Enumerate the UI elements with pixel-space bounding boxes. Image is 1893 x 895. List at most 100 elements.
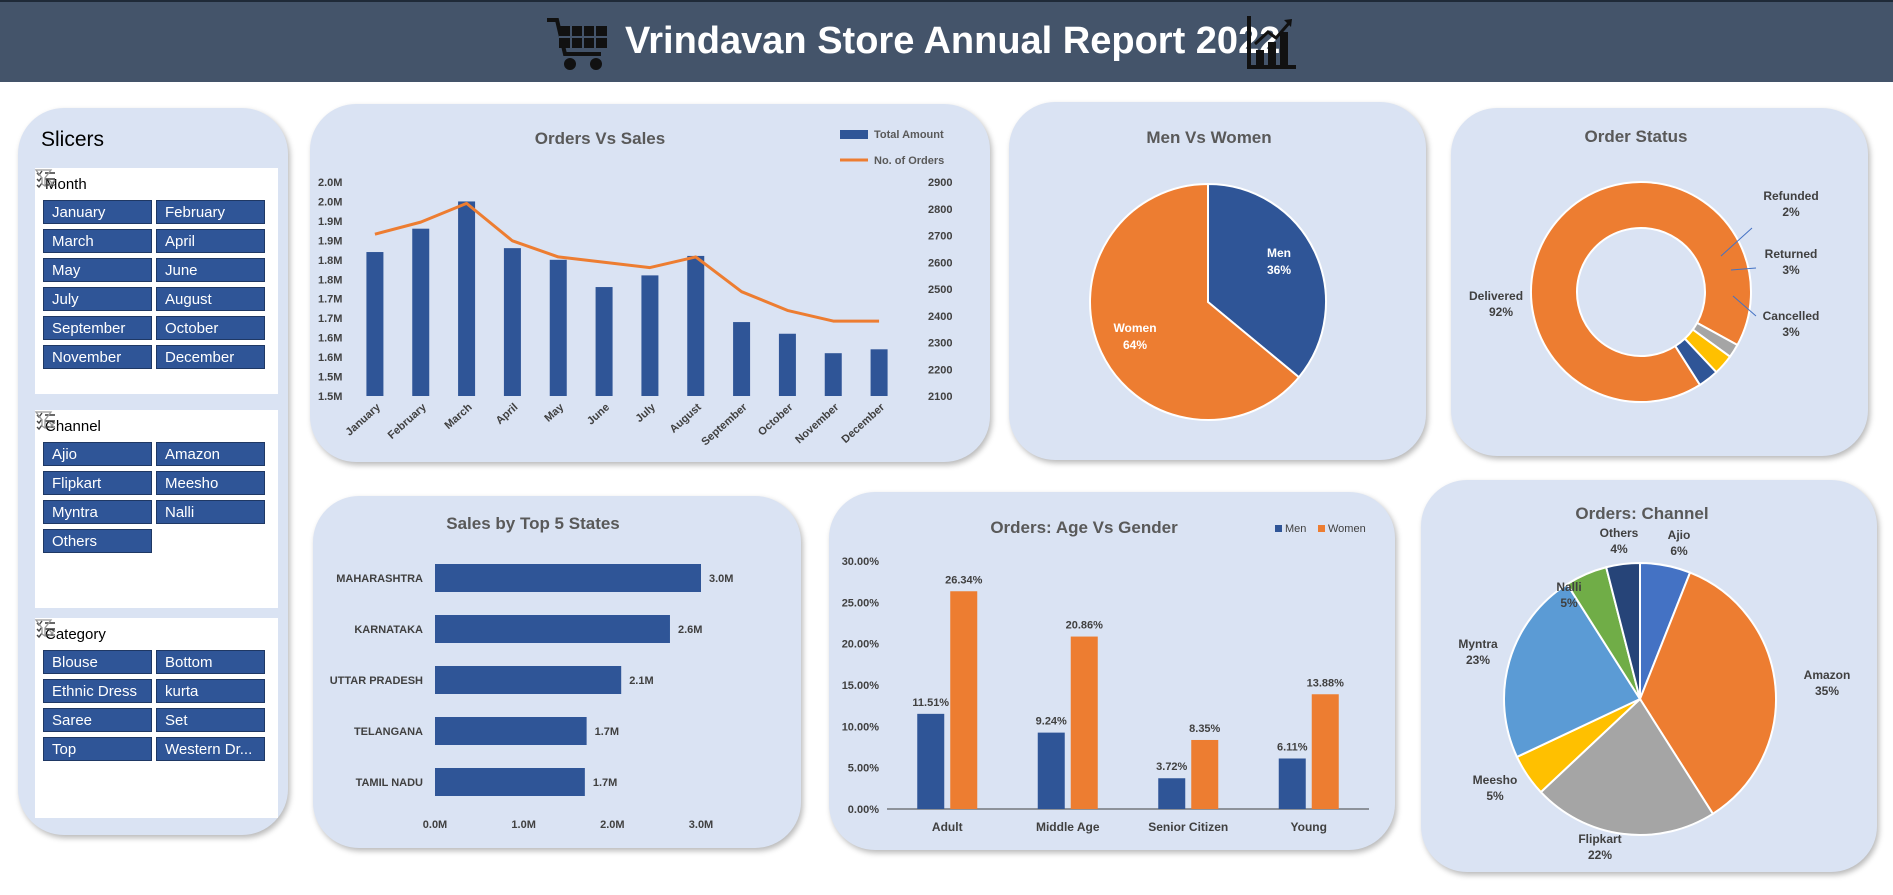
clear-filter-icon[interactable] bbox=[34, 168, 57, 188]
y-left-tick-label: 1.5M bbox=[318, 391, 342, 403]
slice-value-label: 3% bbox=[1782, 325, 1800, 339]
x-tick-label: September bbox=[699, 401, 750, 448]
slicer-item-april[interactable]: April bbox=[156, 229, 265, 253]
slicer-item-set[interactable]: Set bbox=[156, 708, 265, 732]
x-tick-label: May bbox=[542, 401, 567, 425]
bar-young-women bbox=[1311, 694, 1339, 809]
x-tick-label: June bbox=[585, 401, 612, 427]
x-tick-label: October bbox=[756, 401, 796, 439]
x-tick-label: November bbox=[793, 401, 842, 446]
x-tick-label: Adult bbox=[932, 820, 963, 834]
bar-october bbox=[778, 333, 796, 396]
chart-title: Orders: Channel bbox=[1575, 504, 1708, 523]
slice-cancelled bbox=[1673, 337, 1718, 387]
slicer-item-november[interactable]: November bbox=[43, 345, 152, 369]
slice-label: Men bbox=[1267, 246, 1291, 260]
slicer-item-may[interactable]: May bbox=[43, 258, 152, 282]
y-right-tick-label: 2300 bbox=[928, 338, 952, 350]
slicer-item-flipkart[interactable]: Flipkart bbox=[43, 471, 152, 495]
x-tick-label: January bbox=[344, 401, 384, 439]
slicer-item-october[interactable]: October bbox=[156, 316, 265, 340]
slicer-channel: Channel Ajio Amazon Flipkart Meesho Myntra Nal… bbox=[34, 410, 278, 608]
slicer-item-december[interactable]: December bbox=[156, 345, 265, 369]
slice-value-label: 22% bbox=[1588, 848, 1612, 862]
bar-adult-men bbox=[917, 713, 945, 809]
slice-value-label: 6% bbox=[1670, 544, 1688, 558]
legend-swatch bbox=[1318, 525, 1325, 532]
slicer-item-august[interactable]: August bbox=[156, 287, 265, 311]
bar-value-label: 8.35% bbox=[1189, 723, 1220, 735]
bar-value-label: 2.6M bbox=[678, 624, 702, 636]
slicer-item-september[interactable]: September bbox=[43, 316, 152, 340]
leader-line bbox=[1720, 227, 1753, 257]
y-tick-label: 0.00% bbox=[848, 804, 879, 816]
slicer-item-ethnic-dress[interactable]: Ethnic Dress bbox=[43, 679, 152, 703]
bar-january bbox=[366, 252, 384, 396]
y-right-tick-label: 2500 bbox=[928, 284, 952, 296]
slicer-title: Channel bbox=[45, 418, 101, 435]
slicer-item-nalli[interactable]: Nalli bbox=[156, 500, 265, 524]
bar-march bbox=[458, 201, 476, 396]
slicer-item-meesho[interactable]: Meesho bbox=[156, 471, 265, 495]
slicer-item-top[interactable]: Top bbox=[43, 737, 152, 761]
slicer-item-kurta[interactable]: kurta bbox=[156, 679, 265, 703]
y-left-tick-label: 1.6M bbox=[318, 333, 342, 345]
bar-value-label: 13.88% bbox=[1307, 677, 1345, 689]
men-vs-women-chart: Men Vs Women Men 36% Women 64% bbox=[1089, 128, 1327, 421]
y-left-tick-label: 1.8M bbox=[318, 274, 342, 286]
slicer-item-saree[interactable]: Saree bbox=[43, 708, 152, 732]
x-tick-label: Young bbox=[1291, 820, 1327, 834]
x-tick-label: 2.0M bbox=[600, 819, 624, 831]
slicer-item-march[interactable]: March bbox=[43, 229, 152, 253]
slicer-item-july[interactable]: July bbox=[43, 287, 152, 311]
slice-label: Others bbox=[1600, 526, 1639, 540]
slice-label: Refunded bbox=[1763, 189, 1818, 203]
slice-value-label: 92% bbox=[1489, 305, 1513, 319]
slicer-item-bottom[interactable]: Bottom bbox=[156, 650, 265, 674]
bar-june bbox=[595, 287, 613, 396]
slice-value-label: 23% bbox=[1466, 653, 1490, 667]
category-label: TELANGANA bbox=[354, 726, 423, 738]
clear-filter-icon[interactable] bbox=[34, 618, 57, 638]
y-left-tick-label: 1.7M bbox=[318, 313, 342, 325]
bar-value-label: 1.7M bbox=[593, 777, 617, 789]
y-left-tick-label: 2.0M bbox=[318, 177, 342, 189]
slice-label: Returned bbox=[1765, 247, 1818, 261]
slicer-item-june[interactable]: June bbox=[156, 258, 265, 282]
clear-filter-icon[interactable] bbox=[34, 410, 57, 430]
x-tick-label: 1.0M bbox=[511, 819, 535, 831]
slicer-item-others[interactable]: Others bbox=[43, 529, 152, 553]
legend-entry: Men bbox=[1285, 523, 1306, 535]
category-label: TAMIL NADU bbox=[356, 777, 423, 789]
slice-label: Delivered bbox=[1469, 289, 1523, 303]
slicer-item-amazon[interactable]: Amazon bbox=[156, 442, 265, 466]
slicer-month: Month January February March April May June Jul… bbox=[34, 168, 278, 394]
slicers-panel: Slicers Month January February March April Ma… bbox=[18, 108, 288, 835]
chart-title: Sales by Top 5 States bbox=[446, 514, 620, 533]
slicer-item-blouse[interactable]: Blouse bbox=[43, 650, 152, 674]
bar-april bbox=[503, 248, 521, 396]
order-status-chart: Order Status Delivered 92% Refunded 2% Return… bbox=[1469, 127, 1819, 403]
x-tick-label: March bbox=[442, 401, 474, 432]
report-header: Vrindavan Store Annual Report 2022 bbox=[0, 0, 1893, 82]
slicer-item-january[interactable]: January bbox=[43, 200, 152, 224]
x-tick-label: 3.0M bbox=[689, 819, 713, 831]
y-tick-label: 30.00% bbox=[842, 556, 880, 568]
y-left-tick-label: 1.6M bbox=[318, 352, 342, 364]
bar-chart-icon bbox=[1247, 16, 1296, 69]
slice-label: Meesho bbox=[1473, 773, 1518, 787]
bar-value-label: 20.86% bbox=[1066, 620, 1104, 632]
order-status-card: Order Status Delivered 92% Refunded 2% Return… bbox=[1451, 108, 1868, 456]
slicer-item-western-dr[interactable]: Western Dr... bbox=[156, 737, 265, 761]
slicers-title: Slicers bbox=[41, 128, 105, 151]
slice-delivered bbox=[1530, 181, 1752, 403]
category-label: KARNATAKA bbox=[354, 624, 423, 636]
report-title: Vrindavan Store Annual Report 2022 bbox=[625, 20, 1281, 62]
y-left-tick-label: 1.9M bbox=[318, 216, 342, 228]
legend-entry: Women bbox=[1328, 523, 1366, 535]
bar-adult-women bbox=[950, 591, 978, 809]
slicer-item-myntra[interactable]: Myntra bbox=[43, 500, 152, 524]
slicer-item-ajio[interactable]: Ajio bbox=[43, 442, 152, 466]
y-right-tick-label: 2400 bbox=[928, 311, 952, 323]
slicer-item-february[interactable]: February bbox=[156, 200, 265, 224]
